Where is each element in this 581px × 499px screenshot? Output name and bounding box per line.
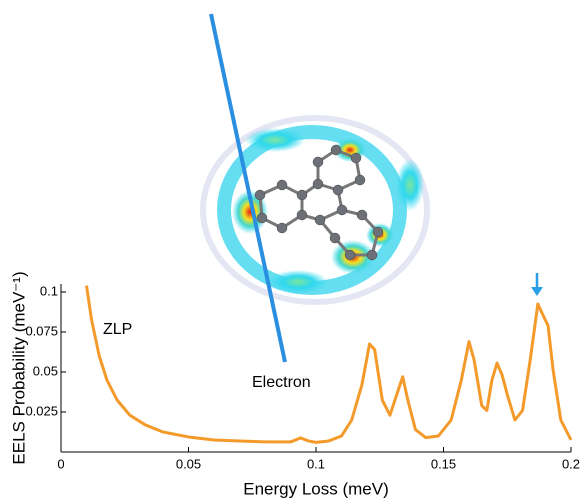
y-tick-label: 0.025: [25, 403, 58, 418]
annotation: ZLP: [103, 321, 132, 338]
field-blob: [268, 270, 328, 294]
molecule-atoms: [254, 144, 384, 261]
data-line: [85, 285, 573, 444]
y-tick-label: 0.1: [40, 283, 58, 298]
electron-beam: [209, 13, 287, 363]
x-tick-label: 0: [57, 456, 64, 471]
x-tick-label: 0.2: [562, 456, 580, 471]
y-tick-label: 0.05: [33, 363, 58, 378]
hotspot: [232, 190, 268, 234]
illustration: [200, 13, 543, 363]
field-blob: [396, 159, 424, 211]
peak-arrow-head: [531, 287, 543, 296]
x-tick-label: 0.15: [431, 456, 456, 471]
x-tick-label: 0.05: [176, 456, 201, 471]
annotation: Electron: [252, 374, 311, 391]
x-axis-label: Energy Loss (meV): [243, 479, 389, 498]
faint-ring: [200, 115, 430, 305]
y-tick-label: 0.075: [25, 323, 58, 338]
x-tick-label: 0.1: [307, 456, 325, 471]
field-blob: [245, 128, 305, 152]
y-axis-label: EELS Probability (meV⁻¹): [9, 271, 28, 464]
